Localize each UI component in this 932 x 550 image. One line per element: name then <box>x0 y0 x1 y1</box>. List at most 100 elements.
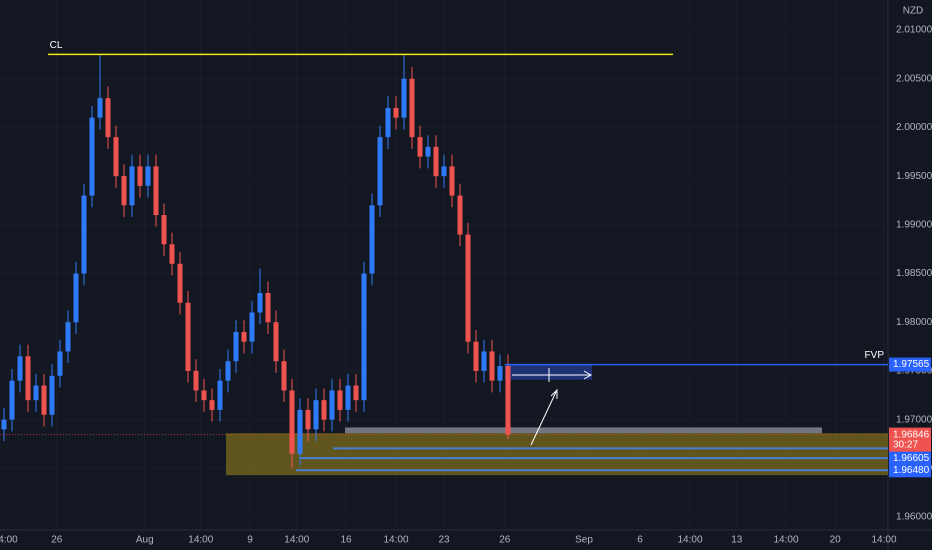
candle-body <box>129 166 135 206</box>
candle-body <box>281 361 287 391</box>
line-label: CL <box>50 40 63 51</box>
y-tick-label: 1.98500 <box>896 268 932 279</box>
price-label: 1.96480 <box>893 465 930 476</box>
candle-body <box>321 400 327 420</box>
candle-body <box>153 166 159 216</box>
x-tick-label: 26 <box>499 535 511 546</box>
x-tick-label: 13 <box>731 535 743 546</box>
candle-body <box>225 361 231 381</box>
candle-body <box>481 351 487 371</box>
candle-body <box>233 331 239 362</box>
x-tick-label: 26 <box>51 535 63 546</box>
candle-body <box>177 263 183 303</box>
y-tick-label: 2.00000 <box>896 122 932 133</box>
candle-body <box>313 400 319 430</box>
candle-body <box>297 409 303 454</box>
countdown-label: 30:27 <box>893 439 918 450</box>
x-tick-label: 14:00 <box>773 535 798 546</box>
price-label: 1.97565 <box>893 359 930 370</box>
candle-body <box>505 366 511 435</box>
candle-body <box>257 293 263 313</box>
y-tick-label: 1.99500 <box>896 171 932 182</box>
candle-body <box>265 293 271 323</box>
x-tick-label: 14:00 <box>871 535 896 546</box>
zone <box>226 433 888 476</box>
y-tick-label: 1.97000 <box>896 414 932 425</box>
candle-body <box>137 166 143 186</box>
candle-body <box>289 390 295 454</box>
zone <box>345 427 822 434</box>
candle-body <box>433 146 439 177</box>
last-price-label: 1.96846 <box>893 429 930 440</box>
candle-body <box>393 107 399 118</box>
candle-body <box>65 322 71 352</box>
y-tick-label: 1.96000 <box>896 512 932 523</box>
candle-body <box>273 322 279 362</box>
candle-body <box>145 166 151 186</box>
y-tick-label: 1.99000 <box>896 219 932 230</box>
candle-body <box>361 273 367 401</box>
y-tick-label: 1.98000 <box>896 317 932 328</box>
candle-body <box>345 385 351 410</box>
candle-body <box>425 146 431 157</box>
candle-body <box>49 375 55 415</box>
candle-body <box>57 351 63 376</box>
candle-body <box>401 78 407 118</box>
price-label: 1.96605 <box>893 453 930 464</box>
candle-body <box>161 215 167 245</box>
x-tick-label: 23 <box>438 535 450 546</box>
line-label: FVP <box>865 350 885 361</box>
candle-body <box>169 244 175 264</box>
candle-body <box>9 380 15 420</box>
currency-label: NZD <box>903 6 924 17</box>
candle-body <box>473 341 479 371</box>
candle-body <box>217 380 223 410</box>
x-tick-label: 14:00 <box>284 535 309 546</box>
candle-body <box>17 356 23 381</box>
candle-body <box>241 331 247 342</box>
candle-body <box>249 312 255 342</box>
x-tick-label: 20 <box>830 535 842 546</box>
arrow-head <box>550 388 558 399</box>
price-label-box <box>889 463 931 478</box>
candle-body <box>385 107 391 138</box>
candle-body <box>449 166 455 196</box>
candle-body <box>25 356 31 401</box>
candle-body <box>113 137 119 177</box>
candle-body <box>33 385 39 401</box>
candle-body <box>409 78 415 138</box>
candle-body <box>89 117 95 196</box>
last-price-box <box>889 427 931 452</box>
candle-body <box>105 98 111 138</box>
x-tick-label: Sep <box>575 535 593 546</box>
x-tick-label: 6 <box>637 535 643 546</box>
candle-body <box>201 390 207 401</box>
price-label-box <box>889 357 931 372</box>
y-tick-label: 2.01000 <box>896 25 932 36</box>
x-tick-label: 14:00 <box>383 535 408 546</box>
candle-body <box>81 195 87 274</box>
x-tick-label: 9 <box>247 535 253 546</box>
candle-body <box>1 419 7 430</box>
x-tick-label: 14:00 <box>677 535 702 546</box>
candle-body <box>441 166 447 177</box>
price-label-box <box>889 451 931 466</box>
candle-body <box>209 400 215 410</box>
candle-body <box>353 385 359 401</box>
arrow-head <box>583 370 593 380</box>
candle-body <box>185 302 191 371</box>
y-tick-label: 2.00500 <box>896 73 932 84</box>
x-tick-label: 4:00 <box>0 535 18 546</box>
candle-body <box>377 137 383 206</box>
candle-body <box>121 176 127 206</box>
arrow <box>530 391 557 446</box>
candle-body <box>97 98 103 118</box>
candle-body <box>305 409 311 430</box>
candle-body <box>73 273 79 323</box>
candle-body <box>41 385 47 415</box>
x-tick-label: Aug <box>136 535 154 546</box>
candle-body <box>465 234 471 342</box>
candle-body <box>489 351 495 381</box>
